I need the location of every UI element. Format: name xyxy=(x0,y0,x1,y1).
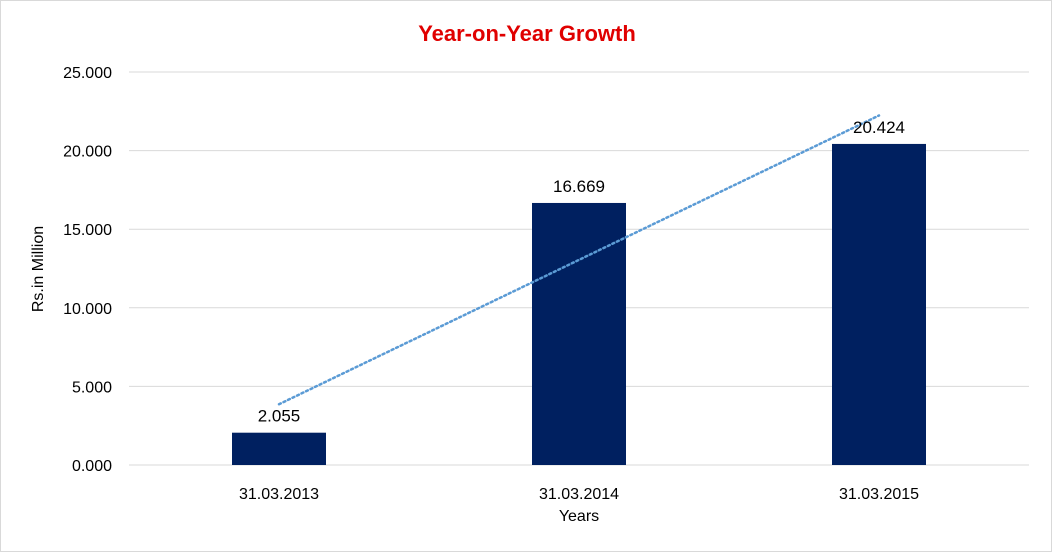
trendline-group xyxy=(277,114,881,406)
y-tick-label: 10.000 xyxy=(63,301,112,318)
y-tick-label: 15.000 xyxy=(63,222,112,239)
data-label: 2.055 xyxy=(258,407,301,426)
bar xyxy=(532,202,626,465)
data-label: 16.669 xyxy=(553,177,605,196)
x-tick-label: 31.03.2013 xyxy=(239,486,319,503)
y-tick-label: 20.000 xyxy=(63,144,112,161)
x-tick-label: 31.03.2014 xyxy=(539,486,619,503)
y-axis-label: Rs.in Million xyxy=(30,226,47,312)
y-tick-label: 0.000 xyxy=(72,458,112,475)
x-axis-label: Years xyxy=(559,508,599,525)
trendline xyxy=(277,114,881,406)
y-tick-label: 25.000 xyxy=(63,65,112,82)
bars xyxy=(232,143,926,465)
y-tick-label: 5.000 xyxy=(72,379,112,396)
y-axis-ticks: 0.000 5.000 10.000 15.000 20.000 25.000 xyxy=(63,65,112,475)
chart-title: Year-on-Year Growth xyxy=(418,21,636,46)
x-tick-label: 31.03.2015 xyxy=(839,486,919,503)
bar xyxy=(832,143,926,465)
data-label: 20.424 xyxy=(853,118,905,137)
data-labels: 2.055 16.669 20.424 xyxy=(258,118,905,426)
x-axis-ticks: 31.03.2013 31.03.2014 31.03.2015 xyxy=(239,486,919,503)
bar xyxy=(232,432,326,465)
